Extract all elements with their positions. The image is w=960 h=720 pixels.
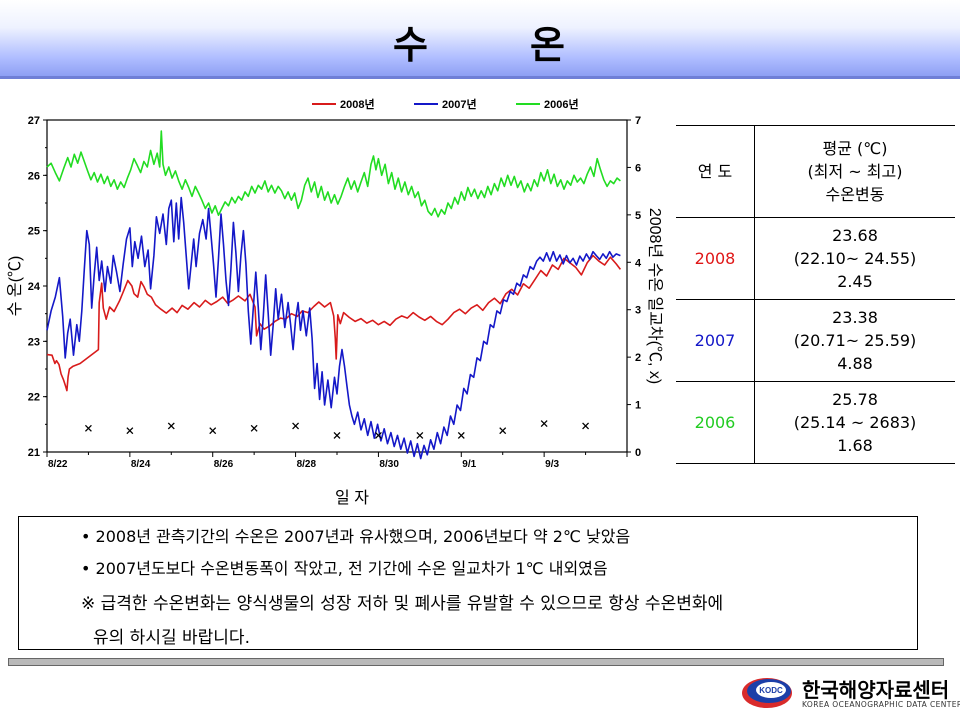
- x-tick-label: 9/1: [462, 459, 476, 470]
- y-right-tick-label: 4: [635, 257, 642, 269]
- row-value: 23.38 (20.71~ 25.59) 4.88: [754, 299, 955, 382]
- title-underline: [0, 76, 960, 79]
- table-row: 2008 23.68 (22.10~ 24.55) 2.45: [676, 217, 955, 300]
- row-variation: 2.45: [837, 272, 873, 291]
- y-left-tick-label: 25: [28, 226, 40, 238]
- note-line: • 2007년도보다 수온변동폭이 작았고, 전 기간에 수온 일교차가 1℃ …: [81, 559, 608, 578]
- plot-frame: [46, 119, 628, 453]
- diurnal-range-marker: [126, 427, 134, 435]
- row-range: (25.14 ~ 2683): [793, 413, 917, 432]
- temperature-summary-table: 연 도 평균 (℃) (최저 ~ 최고) 수온변동 2008 23.68 (22…: [676, 125, 955, 464]
- y-right-tick-label: 1: [635, 400, 641, 412]
- table-row: 2007 23.38 (20.71~ 25.59) 4.88: [676, 299, 955, 382]
- note-line: ※ 급격한 수온변화는 양식생물의 성장 저하 및 폐사를 유발할 수 있으므로…: [81, 594, 724, 614]
- x-axis-label: 일 자: [335, 489, 369, 507]
- row-mean: 23.68: [832, 226, 878, 245]
- y-right-axis-label: 2008년 수온 일교차(℃, x): [646, 208, 664, 384]
- header-value: 평균 (℃) (최저 ~ 최고) 수온변동: [754, 125, 955, 218]
- y-left-tick-label: 24: [28, 281, 41, 293]
- y-left-tick-label: 23: [28, 336, 40, 348]
- legend-label: 2006년: [544, 97, 579, 111]
- row-mean: 25.78: [832, 390, 878, 409]
- row-variation: 4.88: [837, 354, 873, 373]
- series-line-2007년: [46, 196, 621, 460]
- y-right-tick-label: 3: [635, 305, 641, 317]
- header-line: 평균 (℃): [822, 139, 888, 158]
- table-header-row: 연 도 평균 (℃) (최저 ~ 최고) 수온변동: [676, 125, 955, 218]
- table-row: 2006 25.78 (25.14 ~ 2683) 1.68: [676, 381, 955, 464]
- diurnal-range-marker: [582, 422, 590, 430]
- series-line-2006년: [46, 130, 621, 218]
- y-left-tick-label: 21: [28, 447, 40, 459]
- row-year: 2006: [676, 381, 755, 464]
- x-tick-label: 9/3: [545, 459, 559, 470]
- diurnal-range-marker: [416, 431, 424, 439]
- diurnal-range-marker: [292, 422, 300, 430]
- x-tick-label: 8/28: [297, 459, 317, 470]
- logo-subtitle: KOREA OCEANOGRAPHIC DATA CENTER: [802, 700, 960, 709]
- legend-label: 2007년: [442, 97, 477, 111]
- diurnal-range-marker: [333, 431, 341, 439]
- row-range: (20.71~ 25.59): [793, 331, 917, 350]
- y-left-axis-label: 수 온(℃): [6, 256, 24, 317]
- x-tick-label: 8/24: [131, 459, 151, 470]
- diurnal-range-marker: [374, 431, 382, 439]
- notes-box: • 2008년 관측기간의 수온은 2007년과 유사했으며, 2006년보다 …: [18, 516, 918, 650]
- row-value: 25.78 (25.14 ~ 2683) 1.68: [754, 381, 955, 464]
- diurnal-range-marker: [250, 424, 258, 432]
- kodc-badge-text: KODC: [759, 686, 783, 695]
- y-right-tick-label: 0: [635, 447, 641, 459]
- row-mean: 23.38: [832, 308, 878, 327]
- y-right-tick-label: 2: [635, 352, 641, 364]
- y-right-tick-label: 7: [635, 115, 641, 127]
- legend-label: 2008년: [340, 97, 375, 111]
- header-year: 연 도: [676, 125, 755, 218]
- x-tick-label: 8/22: [48, 459, 68, 470]
- row-variation: 1.68: [837, 436, 873, 455]
- title-banner: [0, 0, 960, 78]
- diurnal-range-marker: [167, 422, 175, 430]
- header-line: 수온변동: [825, 185, 885, 204]
- series-line-2008년: [46, 254, 622, 392]
- y-left-tick-label: 26: [28, 170, 40, 182]
- diurnal-range-marker: [457, 431, 465, 439]
- page-title-part1: 수: [393, 23, 430, 67]
- y-right-tick-label: 6: [635, 162, 641, 174]
- y-right-tick-label: 5: [635, 210, 641, 222]
- header-line: (최저 ~ 최고): [807, 162, 903, 181]
- kodc-logo: KODC 한국해양자료센터 KOREA OCEANOGRAPHIC DATA C…: [740, 670, 960, 716]
- kodc-emblem-icon: KODC: [742, 678, 792, 708]
- y-left-tick-label: 22: [28, 392, 40, 404]
- note-line: 유의 하시길 바랍니다.: [93, 628, 250, 648]
- x-tick-label: 8/26: [214, 459, 234, 470]
- row-year: 2008: [676, 217, 755, 300]
- x-tick-label: 8/30: [379, 459, 399, 470]
- note-line: • 2008년 관측기간의 수온은 2007년과 유사했으며, 2006년보다 …: [81, 527, 631, 546]
- diurnal-range-marker: [84, 424, 92, 432]
- y-left-tick-label: 27: [28, 115, 40, 127]
- diurnal-range-marker: [540, 420, 548, 428]
- row-year: 2007: [676, 299, 755, 382]
- footer-divider: [8, 658, 944, 666]
- row-range: (22.10~ 24.55): [793, 249, 917, 268]
- page-title-part2: 온: [530, 23, 567, 67]
- diurnal-range-marker: [499, 427, 507, 435]
- row-value: 23.68 (22.10~ 24.55) 2.45: [754, 217, 955, 300]
- logo-name: 한국해양자료센터: [802, 678, 950, 702]
- diurnal-range-marker: [209, 427, 217, 435]
